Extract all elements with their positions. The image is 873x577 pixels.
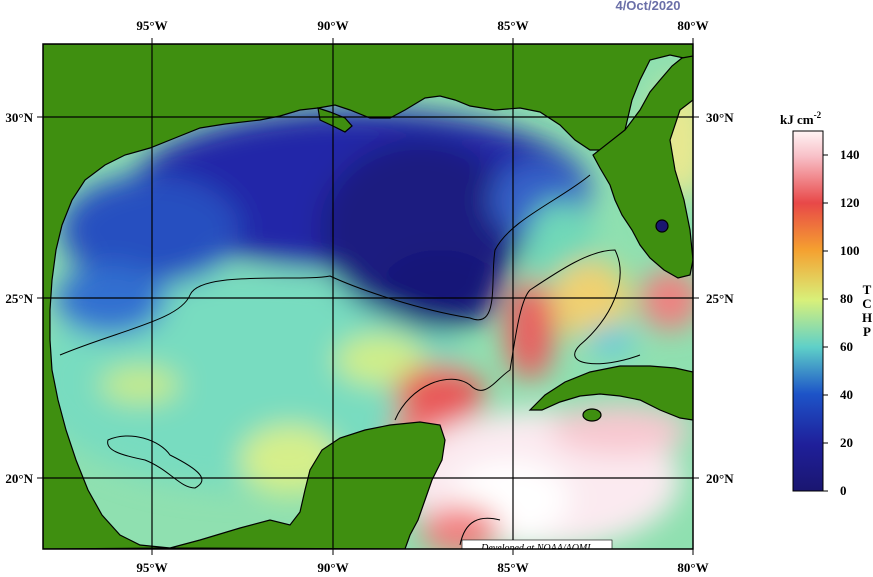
map-frame xyxy=(42,43,694,550)
lat-label-right-30: 30°N xyxy=(706,110,734,125)
credit-text: Developed at NOAA/AOML xyxy=(480,543,593,554)
frame-ticks xyxy=(37,38,699,555)
lon-label-top-85: 85°W xyxy=(497,18,528,33)
contour-lines xyxy=(59,174,641,546)
graticule xyxy=(43,44,693,549)
colorbar-tick-label: 20 xyxy=(840,435,853,450)
date-label: 4/Oct/2020 xyxy=(615,0,680,13)
lon-label-top-95: 95°W xyxy=(136,18,167,33)
lat-label-left-30: 30°N xyxy=(5,110,33,125)
colorbar-tick-label: 80 xyxy=(840,291,853,306)
lon-label-bottom-95: 95°W xyxy=(136,560,167,575)
land xyxy=(43,44,693,549)
lon-label-bottom-90: 90°W xyxy=(317,560,348,575)
colorbar-tick-label: 100 xyxy=(840,243,860,258)
colorbar-unit: kJ cm-2 xyxy=(780,110,822,127)
lon-label-top-90: 90°W xyxy=(317,18,348,33)
map-area: Developed at NOAA/AOML xyxy=(43,44,693,554)
lat-label-left-25: 25°N xyxy=(5,291,33,306)
colorbar-tick-label: 0 xyxy=(840,483,847,498)
colorbar-title-h: H xyxy=(862,310,872,325)
colorbar-ticks: 0 20 40 60 80 100 120 140 xyxy=(823,147,860,498)
lon-label-top-80: 80°W xyxy=(677,18,708,33)
lat-label-left-20: 20°N xyxy=(5,471,33,486)
lon-label-bottom-80: 80°W xyxy=(677,560,708,575)
colorbar-title-c: C xyxy=(862,296,871,311)
credit-box: Developed at NOAA/AOML xyxy=(461,539,613,554)
colorbar-tick-label: 60 xyxy=(840,339,853,354)
colorbar-gradient xyxy=(792,130,824,492)
colorbar-tick-label: 140 xyxy=(840,147,860,162)
colorbar-title-t: T xyxy=(863,282,872,297)
colorbar-title-p: P xyxy=(863,324,871,339)
colorbar-tick-label: 40 xyxy=(840,387,853,402)
lon-label-bottom-85: 85°W xyxy=(497,560,528,575)
lat-label-right-25: 25°N xyxy=(706,291,734,306)
colorbar: kJ cm-2 0 20 40 60 80 100 120 140 T C H P xyxy=(780,110,872,498)
colorbar-tick-label: 120 xyxy=(840,195,860,210)
lat-label-right-20: 20°N xyxy=(706,471,734,486)
